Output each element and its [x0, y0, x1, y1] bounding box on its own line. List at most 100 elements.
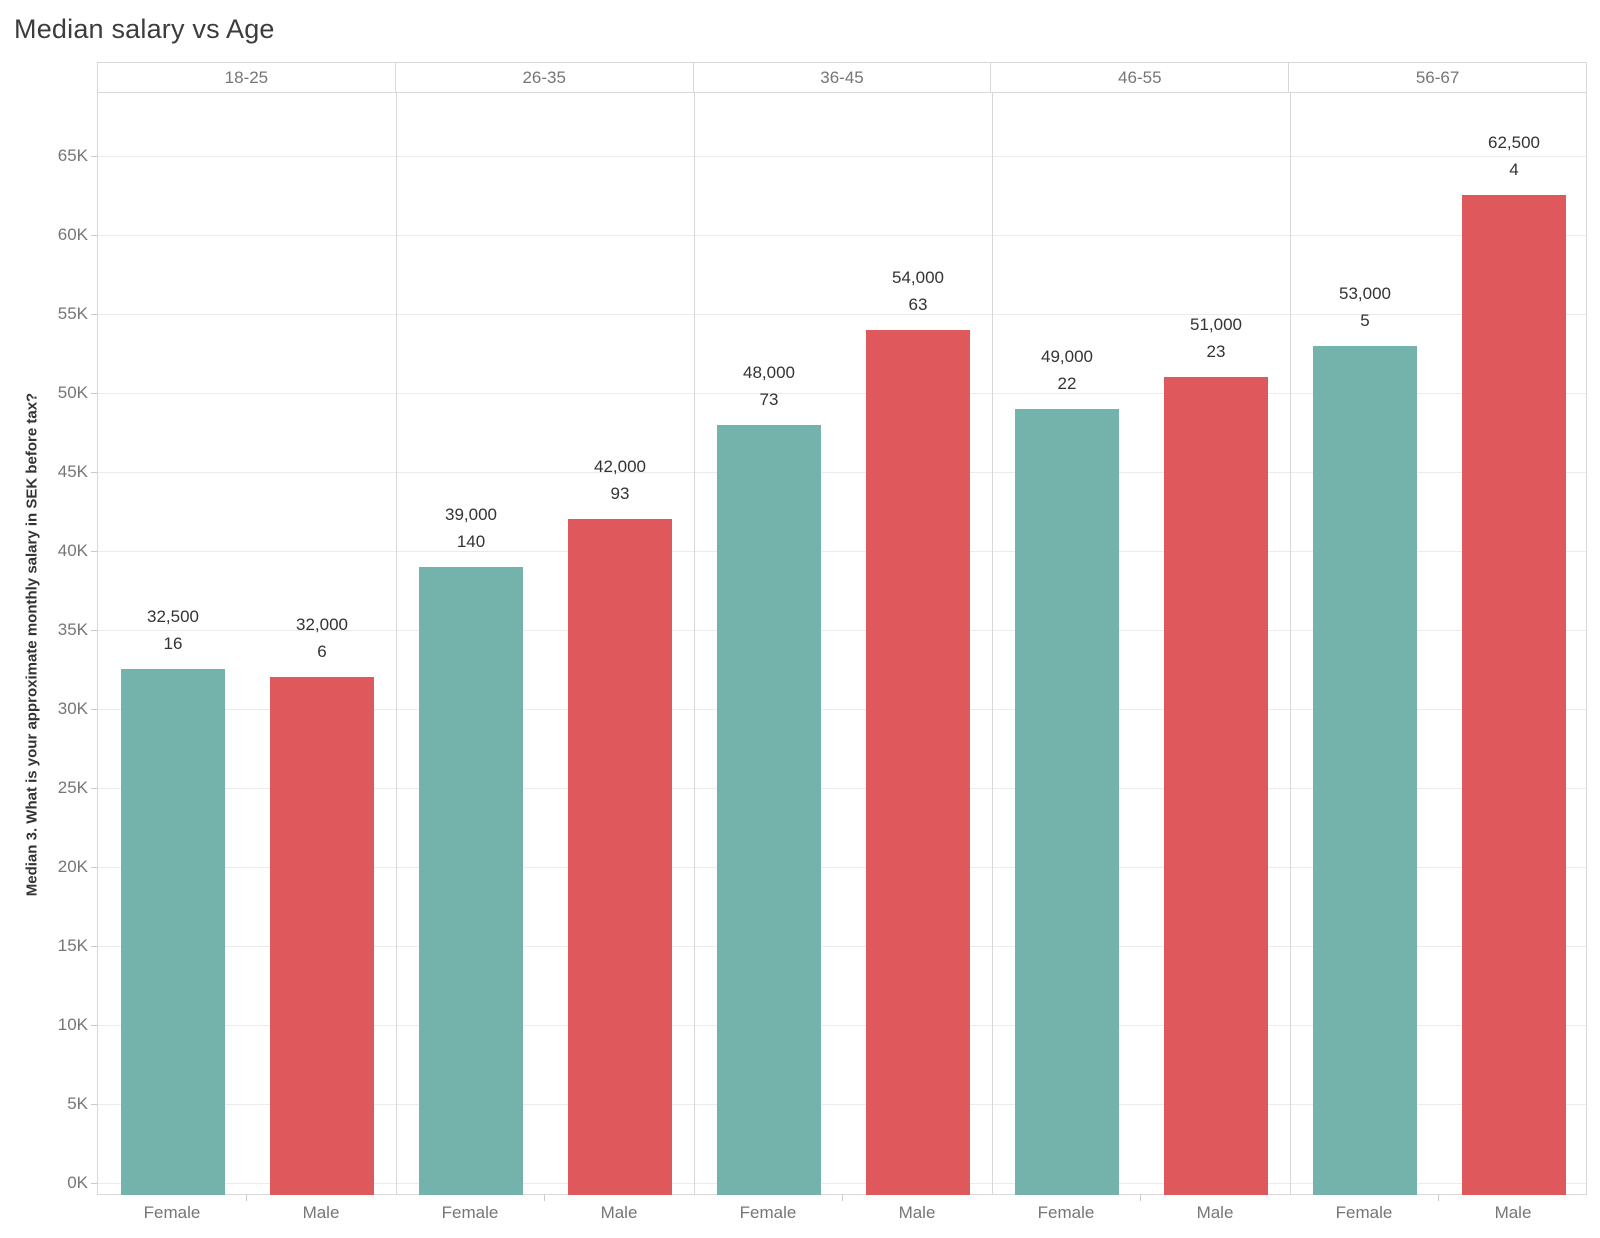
gridline-60K	[98, 235, 1586, 236]
gridline-65K	[98, 156, 1586, 157]
bar-male-46-55[interactable]	[1164, 377, 1268, 1195]
bar-count-label: 63	[908, 295, 928, 314]
y-tick-label-50K: 50K	[57, 383, 88, 402]
gridline-20K	[98, 867, 1586, 868]
bar-female-46-55[interactable]	[1015, 409, 1119, 1195]
gridline-5K	[98, 1104, 1586, 1105]
bar-value-label: 39,000	[445, 505, 497, 524]
bar-count-label: 22	[1057, 374, 1077, 393]
y-tick-label-15K: 15K	[57, 936, 88, 955]
bar-label-female-18-25: 32,500 16	[93, 603, 253, 657]
y-tick-mark-0K	[91, 1183, 97, 1184]
y-tick-label-65K: 65K	[57, 146, 88, 165]
gridline-40K	[98, 551, 1586, 552]
gridline-50K	[98, 393, 1586, 394]
panel-divider-4	[1290, 93, 1291, 1194]
y-tick-label-60K: 60K	[57, 225, 88, 244]
y-tick-mark-35K	[91, 630, 97, 631]
y-tick-label-0K: 0K	[67, 1173, 88, 1192]
bar-value-label: 53,000	[1339, 284, 1391, 303]
category-label-male-18-25: Male	[302, 1203, 340, 1222]
bar-value-label: 62,500	[1488, 133, 1540, 152]
panel-header-26-35: 26-35	[396, 63, 694, 92]
bar-male-26-35[interactable]	[568, 519, 672, 1195]
plot-area: 32,500 16 32,000 6 39,000 140 42,000 93 48,000 73…	[97, 93, 1587, 1195]
y-tick-mark-55K	[91, 314, 97, 315]
y-axis-title: Median 3. What is your approximate month…	[23, 392, 41, 897]
bar-count-label: 23	[1206, 342, 1226, 361]
bar-male-36-45[interactable]	[866, 330, 970, 1195]
bar-value-label: 32,000	[296, 615, 348, 634]
bar-label-female-46-55: 49,000 22	[987, 343, 1147, 397]
bar-female-18-25[interactable]	[121, 669, 225, 1195]
bar-label-female-26-35: 39,000 140	[391, 501, 551, 555]
category-label-male-56-67: Male	[1494, 1203, 1532, 1222]
bar-label-male-26-35: 42,000 93	[540, 453, 700, 507]
bar-label-male-46-55: 51,000 23	[1136, 311, 1296, 365]
category-label-male-26-35: Male	[600, 1203, 638, 1222]
panel-header-36-45: 36-45	[694, 63, 992, 92]
bar-female-56-67[interactable]	[1313, 346, 1417, 1195]
gridline-0K	[98, 1183, 1586, 1184]
y-tick-mark-50K	[91, 393, 97, 394]
chart-title: Median salary vs Age	[14, 14, 275, 44]
bar-value-label: 48,000	[743, 363, 795, 382]
y-tick-label-45K: 45K	[57, 462, 88, 481]
bar-value-label: 32,500	[147, 607, 199, 626]
bar-count-label: 4	[1509, 160, 1519, 179]
category-label-male-46-55: Male	[1196, 1203, 1234, 1222]
bar-female-36-45[interactable]	[717, 425, 821, 1195]
panel-divider-3	[992, 93, 993, 1194]
y-tick-mark-45K	[91, 472, 97, 473]
gridline-55K	[98, 314, 1586, 315]
bar-label-female-56-67: 53,000 5	[1285, 280, 1445, 334]
y-tick-mark-25K	[91, 788, 97, 789]
bar-label-male-56-67: 62,500 4	[1434, 129, 1594, 183]
category-label-female-56-67: Female	[1335, 1203, 1393, 1222]
y-tick-mark-65K	[91, 156, 97, 157]
y-tick-mark-60K	[91, 235, 97, 236]
bar-value-label: 42,000	[594, 457, 646, 476]
y-tick-mark-20K	[91, 867, 97, 868]
bar-value-label: 51,000	[1190, 315, 1242, 334]
bar-male-56-67[interactable]	[1462, 195, 1566, 1195]
y-tick-label-5K: 5K	[67, 1094, 88, 1113]
y-tick-mark-5K	[91, 1104, 97, 1105]
panel-header-56-67: 56-67	[1415, 67, 1460, 87]
gridline-30K	[98, 709, 1586, 710]
bar-value-label: 49,000	[1041, 347, 1093, 366]
panel-header-18-25: 18-25	[98, 63, 396, 92]
y-tick-label-40K: 40K	[57, 541, 88, 560]
gridline-45K	[98, 472, 1586, 473]
category-label-female-46-55: Female	[1037, 1203, 1095, 1222]
bar-male-18-25[interactable]	[270, 677, 374, 1195]
panel-divider-1	[396, 93, 397, 1194]
y-tick-label-20K: 20K	[57, 857, 88, 876]
bar-count-label: 5	[1360, 311, 1370, 330]
x-axis-tick-56-67	[1438, 1195, 1439, 1201]
x-axis-tick-46-55	[1140, 1195, 1141, 1201]
y-tick-label-30K: 30K	[57, 699, 88, 718]
bar-female-26-35[interactable]	[419, 567, 523, 1195]
bar-count-label: 140	[456, 532, 486, 551]
bar-count-label: 73	[759, 390, 779, 409]
category-label-male-36-45: Male	[898, 1203, 936, 1222]
panel-header-46-55: 46-55	[991, 63, 1290, 92]
x-axis-tick-26-35	[544, 1195, 545, 1201]
y-tick-label-35K: 35K	[57, 620, 88, 639]
panel-header-band: 18-25 26-35 36-45 46-55 56-67	[97, 62, 1587, 93]
bar-count-label: 6	[317, 642, 327, 661]
panel-divider-2	[694, 93, 695, 1194]
gridline-15K	[98, 946, 1586, 947]
bar-count-label: 93	[610, 484, 630, 503]
y-tick-label-25K: 25K	[57, 778, 88, 797]
x-axis-tick-36-45	[842, 1195, 843, 1201]
y-tick-mark-40K	[91, 551, 97, 552]
gridline-25K	[98, 788, 1586, 789]
bar-count-label: 16	[163, 634, 183, 653]
bar-label-male-36-45: 54,000 63	[838, 264, 998, 318]
gridline-10K	[98, 1025, 1586, 1026]
bar-label-male-18-25: 32,000 6	[242, 611, 402, 665]
bar-label-female-36-45: 48,000 73	[689, 359, 849, 413]
